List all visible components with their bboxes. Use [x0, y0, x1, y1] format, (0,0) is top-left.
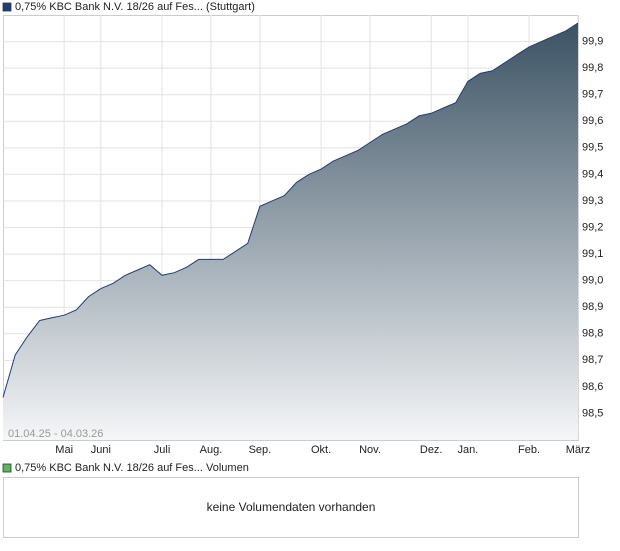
y-tick-label: 99,8 [582, 62, 603, 74]
x-tick-label: Aug. [200, 444, 223, 456]
legend-swatch [2, 463, 12, 473]
x-tick-label: März [566, 444, 590, 456]
x-tick-label: Juli [154, 444, 171, 456]
y-tick-label: 98,5 [582, 407, 603, 419]
legend-label: 0,75% KBC Bank N.V. 18/26 auf Fes... (St… [15, 1, 255, 13]
x-tick-label: Okt. [311, 444, 331, 456]
volume-message: keine Volumendaten vorhanden [207, 500, 376, 514]
volume-label: Volumen [206, 462, 249, 474]
y-tick-label: 99,2 [582, 221, 603, 233]
x-tick-label: Juni [91, 444, 111, 456]
x-tick-label: Sep. [249, 444, 272, 456]
y-tick-label: 99,5 [582, 142, 603, 154]
y-tick-label: 98,7 [582, 354, 603, 366]
x-tick-label: Feb. [518, 444, 540, 456]
y-tick-label: 99,4 [582, 168, 603, 180]
y-tick-label: 99,6 [582, 115, 603, 127]
area-fill [3, 23, 578, 440]
y-tick-label: 98,6 [582, 381, 603, 393]
y-tick-label: 99,0 [582, 275, 603, 287]
legend-swatch [2, 2, 12, 12]
volume-frame [3, 477, 579, 538]
x-tick-label: Nov. [359, 444, 381, 456]
y-tick-label: 99,3 [582, 195, 603, 207]
y-tick-label: 98,8 [582, 328, 603, 340]
y-tick-label: 98,9 [582, 301, 603, 313]
volume-legend: 0,75% KBC Bank N.V. 18/26 auf Fes... Vol… [15, 462, 249, 474]
y-tick-label: 99,7 [582, 89, 603, 101]
series-name: 0,75% KBC Bank N.V. 18/26 auf Fes... [15, 1, 203, 13]
exchange: (Stuttgart) [206, 1, 255, 13]
x-tick-label: Jan. [457, 444, 478, 456]
date-range: 01.04.25 - 04.03.26 [8, 428, 103, 440]
price-line [2, 22, 579, 398]
x-tick-label: Dez. [420, 444, 443, 456]
x-tick-label: Mai [55, 444, 73, 456]
y-tick-label: 99,9 [582, 35, 603, 47]
y-tick-label: 99,1 [582, 248, 603, 260]
series-name: 0,75% KBC Bank N.V. 18/26 auf Fes... [15, 462, 203, 474]
